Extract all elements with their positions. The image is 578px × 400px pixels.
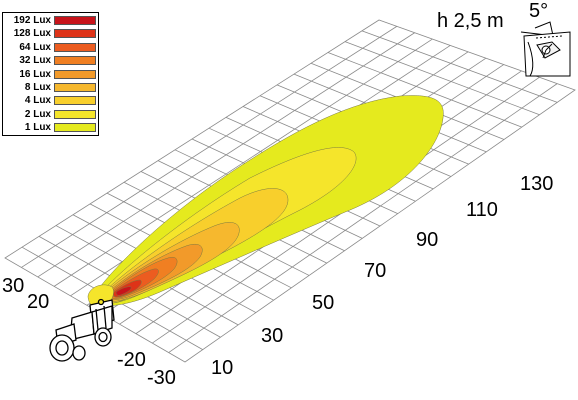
distance-tick-130: 130 <box>520 173 553 195</box>
distance-tick-70: 70 <box>364 260 386 282</box>
lateral-axis-labels: 30 20 -20 -30 <box>2 275 176 389</box>
lateral-tick-30: 30 <box>2 275 24 297</box>
legend-swatch <box>54 56 96 66</box>
legend-item-label: 1 Lux <box>24 122 51 134</box>
distance-axis-labels: 10 30 50 70 90 110 130 <box>211 173 553 379</box>
legend-swatch <box>54 96 96 106</box>
lateral-tick-m20: -20 <box>117 349 146 371</box>
legend-item-label: 192 Lux <box>13 15 51 26</box>
legend-item: 64 Lux <box>3 41 98 54</box>
legend-item-label: 16 Lux <box>19 68 51 80</box>
grid-border <box>4 19 576 363</box>
legend-item: 8 Lux <box>3 81 98 94</box>
lateral-tick-20: 20 <box>27 291 49 313</box>
legend-item: 4 Lux <box>3 94 98 107</box>
legend-item-label: 4 Lux <box>24 95 51 107</box>
legend-item: 2 Lux <box>3 108 98 121</box>
distance-tick-90: 90 <box>416 229 438 251</box>
lux-legend: 192 Lux 128 Lux 64 Lux 32 Lux 16 Lux 8 Lux 4 L… <box>2 12 99 136</box>
legend-swatch <box>54 83 96 92</box>
distance-tick-10: 10 <box>211 357 233 379</box>
legend-swatch <box>54 16 96 25</box>
legend-item-label: 2 Lux <box>24 108 51 120</box>
legend-item: 192 Lux <box>3 14 98 27</box>
legend-item-label: 32 Lux <box>19 55 51 67</box>
legend-item-label: 8 Lux <box>24 82 51 93</box>
isolux-192-lux <box>115 286 132 296</box>
legend-swatch <box>54 109 96 119</box>
tractor-icon <box>49 298 115 362</box>
legend-swatch <box>54 42 96 52</box>
light-beam-contours <box>87 95 444 309</box>
lateral-tick-m30: -30 <box>147 367 176 389</box>
legend-item: 1 Lux <box>3 121 98 134</box>
legend-swatch <box>54 69 96 79</box>
legend-swatch <box>54 123 96 133</box>
legend-item: 16 Lux <box>3 68 98 81</box>
mounting-angle-label: 5° <box>529 0 549 22</box>
distance-tick-110: 110 <box>466 199 498 221</box>
legend-item: 128 Lux <box>3 27 98 40</box>
distance-tick-30: 30 <box>261 325 283 347</box>
mounting-angle-inset <box>520 21 571 77</box>
distance-tick-50: 50 <box>312 292 334 314</box>
mounting-height-label: h 2,5 m <box>437 10 504 32</box>
legend-item: 32 Lux <box>3 54 98 67</box>
legend-item-label: 128 Lux <box>13 28 51 40</box>
legend-swatch <box>54 29 96 39</box>
legend-item-label: 64 Lux <box>19 41 51 53</box>
